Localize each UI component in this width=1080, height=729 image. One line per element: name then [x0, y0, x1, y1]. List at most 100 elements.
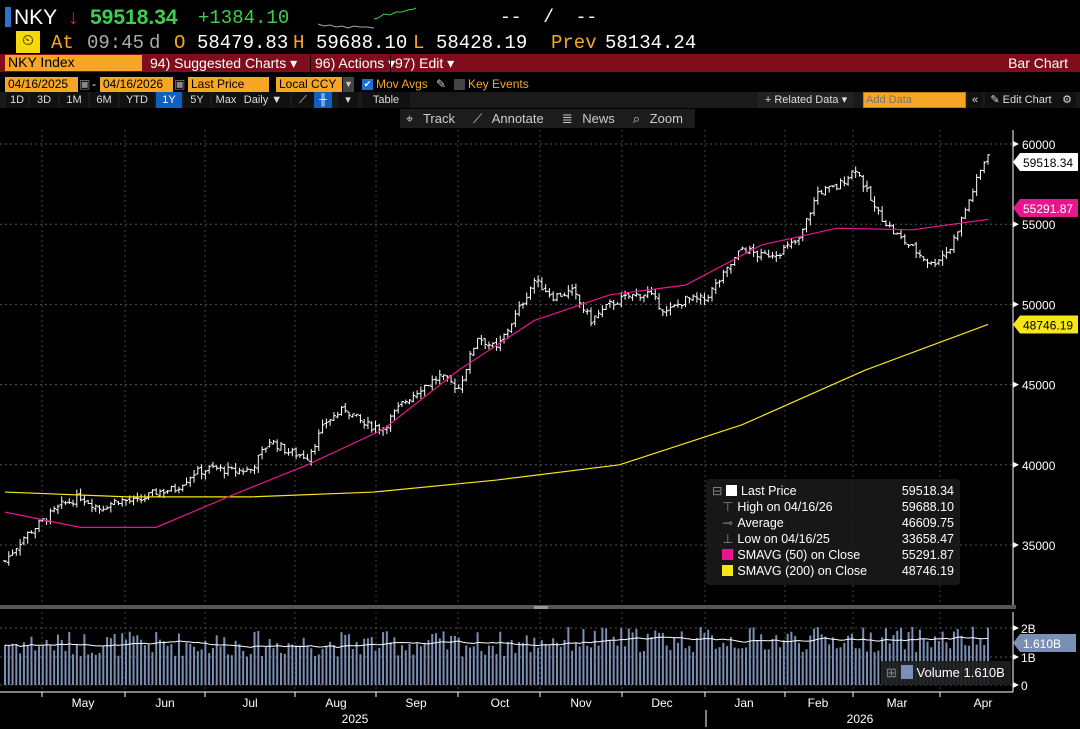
volume-bar: [230, 655, 233, 685]
volume-bar: [355, 641, 358, 685]
volume-bar: [578, 646, 581, 685]
end-date-input[interactable]: 04/16/2026: [100, 77, 173, 92]
period-6m[interactable]: 6M: [90, 92, 118, 108]
volume-bar: [714, 648, 717, 685]
volume-bar: [121, 633, 124, 685]
period-1y[interactable]: 1Y: [156, 92, 182, 108]
legend-value: 48746.19: [901, 564, 954, 578]
period-3d[interactable]: 3D: [30, 92, 58, 108]
legend-value: 33658.47: [901, 532, 954, 546]
track-button[interactable]: ⌖ Track: [400, 111, 467, 126]
frequency-select[interactable]: Daily ▼: [236, 92, 290, 108]
volume-bar: [695, 637, 698, 685]
sma50-tag: [1013, 199, 1078, 217]
suggested-charts-label: 94) Suggested Charts: [150, 55, 287, 71]
annotate-button[interactable]: ⟋ Annotate: [467, 111, 556, 126]
period-1m[interactable]: 1M: [60, 92, 88, 108]
collapse-icon[interactable]: «: [968, 92, 982, 108]
volume-bar: [469, 647, 472, 685]
volume-bar: [261, 656, 264, 685]
chevron-down-icon[interactable]: ▼: [343, 77, 354, 92]
key-events-checkbox[interactable]: [454, 79, 465, 90]
add-data-input[interactable]: [863, 92, 966, 108]
year-label: 2026: [847, 712, 874, 726]
last-price: 59518.34: [90, 6, 178, 29]
bar-chart-icon[interactable]: ╫: [314, 92, 332, 108]
ticker-marker: [5, 7, 11, 27]
volume-bar: [317, 654, 320, 685]
volume-bar: [567, 627, 570, 685]
pencil-icon[interactable]: ✎: [436, 77, 447, 91]
volume-bar: [658, 632, 661, 685]
edit-menu[interactable]: 97) Edit ▾: [390, 55, 454, 72]
legend-row: SMAVG (50) on Close 55291.87: [712, 547, 954, 563]
legend-row: ⊟ Last Price 59518.34: [712, 483, 954, 499]
gear-icon[interactable]: ⚙: [1058, 92, 1076, 108]
legend-row: ⊤ High on 04/16/26 59688.10: [712, 499, 954, 515]
suggested-charts-menu[interactable]: 94) Suggested Charts ▾: [150, 55, 298, 71]
line-chart-icon[interactable]: ⟋: [292, 92, 314, 108]
volume-bar: [971, 626, 974, 685]
volume-bar: [4, 645, 6, 685]
volume-bar: [219, 646, 222, 685]
volume-bar: [786, 633, 789, 685]
edit-chart-button[interactable]: ✎ Edit Chart: [985, 92, 1057, 108]
high-label: H: [293, 32, 305, 54]
period-5y[interactable]: 5Y: [184, 92, 210, 108]
volume-bar: [128, 631, 131, 685]
volume-bar: [934, 636, 937, 685]
mov-avgs-checkbox[interactable]: ✔: [362, 79, 373, 90]
volume-bar: [211, 647, 214, 685]
volume-bar: [257, 630, 260, 685]
at-label: At: [51, 32, 74, 54]
calendar-icon[interactable]: ▣: [79, 77, 91, 91]
bid-ask: -- / --: [500, 8, 598, 28]
volume-bar: [442, 631, 445, 685]
volume-bar: [665, 645, 668, 685]
volume-bar: [688, 645, 691, 685]
actions-menu[interactable]: 96) Actions ▾: [310, 55, 395, 72]
field-select[interactable]: Last Price: [188, 77, 269, 92]
volume-bar: [264, 646, 267, 685]
table-button[interactable]: Table: [362, 92, 410, 108]
period-1d[interactable]: 1D: [6, 92, 28, 108]
calendar-icon[interactable]: ▣: [174, 77, 186, 91]
month-label: Feb: [808, 696, 829, 710]
expand-icon[interactable]: ⊞: [886, 665, 897, 680]
zoom-button[interactable]: ⌕ Zoom: [627, 111, 695, 126]
gauge-icon[interactable]: ⏲: [16, 31, 40, 53]
volume-bar: [639, 651, 642, 685]
volume-bar: [960, 635, 963, 685]
volume-bar: [72, 654, 75, 685]
period-max[interactable]: Max: [212, 92, 240, 108]
volume-bar: [159, 639, 162, 685]
legend-label: SMAVG (200) on Close: [737, 564, 868, 578]
volume-bar: [162, 641, 165, 685]
volume-bar: [745, 647, 748, 685]
start-date-input[interactable]: 04/16/2025: [5, 77, 78, 92]
volume-bar: [450, 635, 453, 685]
volume-bar: [427, 640, 430, 685]
volume-bar: [196, 651, 199, 685]
volume-bar: [831, 637, 834, 685]
volume-bar: [801, 651, 804, 685]
news-button[interactable]: ≣ News: [556, 111, 627, 126]
volume-bar: [400, 645, 403, 685]
volume-bar: [593, 630, 596, 685]
volume-bar: [321, 648, 324, 685]
collapse-icon[interactable]: ⊟: [712, 484, 723, 498]
chart-legend: ⊟ Last Price 59518.34 ⊤ High on 04/16/26 59…: [706, 479, 960, 585]
volume-bar: [582, 629, 585, 685]
related-data-button[interactable]: + Related Data ▾: [758, 92, 854, 108]
security-field[interactable]: NKY Index: [5, 55, 142, 71]
period-ytd[interactable]: YTD: [120, 92, 154, 108]
currency-select[interactable]: Local CCY: [276, 77, 342, 92]
legend-label: Average: [737, 516, 784, 530]
volume-bar: [295, 645, 298, 685]
volume-bar: [896, 630, 899, 685]
y-tick-label: 50000: [1022, 298, 1056, 312]
track-label: Track: [422, 111, 455, 126]
volume-bar: [552, 638, 555, 685]
chevron-down-icon[interactable]: ▾: [338, 92, 358, 108]
